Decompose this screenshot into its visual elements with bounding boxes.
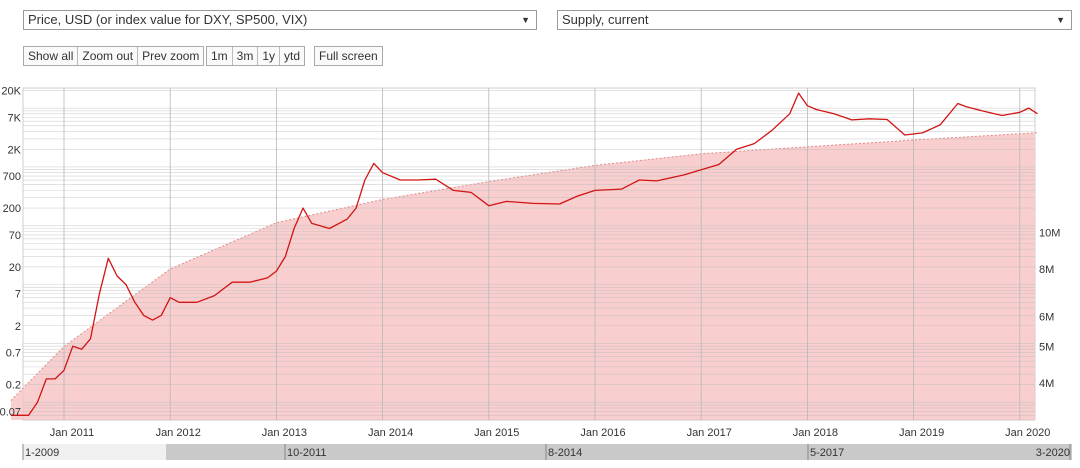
y-right-tick-label: 8M bbox=[1039, 264, 1054, 276]
x-tick-label: Jan 2018 bbox=[793, 427, 838, 439]
range-navigator: 1-2009 10-2011 8-2014 5-2017 3-2020 bbox=[22, 444, 1072, 460]
navigator-label: 3-2020 bbox=[1036, 447, 1070, 459]
fullscreen-group: Full screen bbox=[314, 46, 383, 66]
show-all-button[interactable]: Show all bbox=[24, 47, 79, 65]
range-1m-button[interactable]: 1m bbox=[207, 47, 233, 65]
zoom-button-group: Show all Zoom out Prev zoom bbox=[23, 46, 205, 66]
y-left-tick-label: 70 bbox=[9, 230, 21, 242]
y-left-tick-label: 200 bbox=[3, 203, 21, 215]
range-1y-button[interactable]: 1y bbox=[258, 47, 281, 65]
y-left-tick-label: 700 bbox=[3, 171, 21, 183]
x-tick-label: Jan 2016 bbox=[580, 427, 625, 439]
price-line bbox=[10, 92, 1038, 416]
navigator-selection bbox=[166, 444, 1072, 460]
y-left-tick-label: 2 bbox=[15, 321, 21, 333]
chevron-down-icon: ▼ bbox=[1056, 15, 1065, 25]
x-tick-label: Jan 2014 bbox=[368, 427, 413, 439]
chevron-down-icon: ▼ bbox=[521, 15, 530, 25]
x-tick-label: Jan 2020 bbox=[1005, 427, 1050, 439]
navigator-label: 1-2009 bbox=[25, 447, 59, 459]
y-left-tick-label: 0.7 bbox=[6, 348, 21, 360]
grid-lines bbox=[23, 88, 1035, 421]
y-left-tick-label: 7 bbox=[15, 289, 21, 301]
supply-metric-select-value: Supply, current bbox=[562, 12, 649, 27]
y-left-tick-label: 20K bbox=[1, 85, 21, 97]
x-tick-label: Jan 2019 bbox=[899, 427, 944, 439]
x-tick-label: Jan 2012 bbox=[156, 427, 201, 439]
y-right-tick-label: 4M bbox=[1039, 378, 1054, 390]
x-tick-label: Jan 2013 bbox=[262, 427, 307, 439]
supply-metric-select[interactable]: Supply, current ▼ bbox=[557, 10, 1072, 30]
fullscreen-button[interactable]: Full screen bbox=[319, 49, 378, 63]
y-right-tick-label: 10M bbox=[1039, 227, 1060, 239]
price-metric-select[interactable]: Price, USD (or index value for DXY, SP50… bbox=[23, 10, 537, 30]
zoom-out-button[interactable]: Zoom out bbox=[78, 47, 139, 65]
y-left-tick-label: 0.07 bbox=[0, 406, 21, 418]
navigator-label: 5-2017 bbox=[810, 447, 844, 459]
navigator-label: 10-2011 bbox=[287, 447, 327, 459]
y-right-tick-label: 6M bbox=[1039, 311, 1054, 323]
y-left-tick-label: 7K bbox=[8, 112, 22, 124]
range-3m-button[interactable]: 3m bbox=[233, 47, 259, 65]
prev-zoom-button[interactable]: Prev zoom bbox=[142, 49, 200, 63]
x-tick-label: Jan 2011 bbox=[50, 427, 94, 439]
y-left-tick-label: 2K bbox=[8, 144, 22, 156]
navigator-label: 8-2014 bbox=[548, 447, 582, 459]
x-tick-label: Jan 2017 bbox=[687, 427, 732, 439]
supply-area bbox=[10, 132, 1038, 420]
price-metric-select-value: Price, USD (or index value for DXY, SP50… bbox=[28, 12, 308, 27]
x-tick-label: Jan 2015 bbox=[474, 427, 519, 439]
y-left-tick-label: 20 bbox=[9, 262, 21, 274]
y-right-tick-label: 5M bbox=[1039, 341, 1054, 353]
y-left-tick-label: 0.2 bbox=[6, 380, 21, 392]
range-ytd-button[interactable]: ytd bbox=[284, 49, 301, 63]
range-button-group: 1m 3m 1y ytd bbox=[206, 46, 306, 66]
